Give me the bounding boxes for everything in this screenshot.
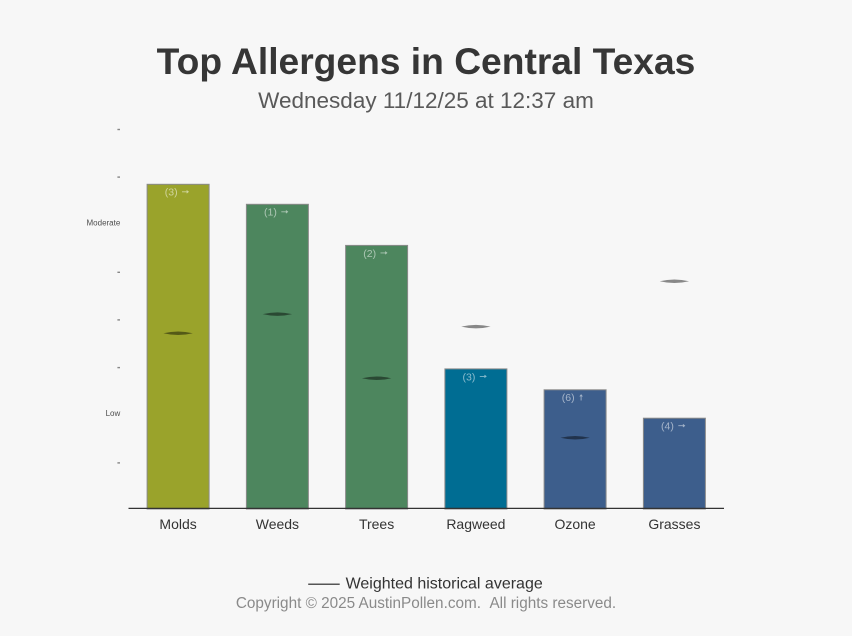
svg-text:(3): (3): [165, 187, 178, 199]
svg-text:Grasses: Grasses: [648, 516, 700, 532]
svg-text:Ragweed: Ragweed: [446, 516, 505, 532]
svg-text:Moderate: Moderate: [87, 218, 121, 227]
svg-text:(3): (3): [463, 371, 476, 383]
svg-text:Low: Low: [106, 409, 121, 418]
svg-text:Weighted historical average: Weighted historical average: [346, 576, 543, 593]
svg-text:Weeds: Weeds: [256, 516, 299, 532]
svg-text:(6): (6): [562, 392, 575, 404]
svg-text:Top Allergens in Central Texas: Top Allergens in Central Texas: [157, 40, 696, 82]
svg-text:(1): (1): [264, 207, 277, 219]
svg-text:Ozone: Ozone: [554, 516, 595, 532]
svg-text:(4): (4): [661, 421, 674, 433]
svg-text:Wednesday 11/12/25 at 12:37 am: Wednesday 11/12/25 at 12:37 am: [258, 88, 594, 113]
svg-text:Trees: Trees: [359, 516, 394, 532]
svg-text:(2): (2): [363, 248, 376, 260]
svg-text:Molds: Molds: [159, 516, 196, 532]
svg-text:Copyright © 2025 AustinPollen.: Copyright © 2025 AustinPollen.com. All r…: [236, 595, 616, 612]
